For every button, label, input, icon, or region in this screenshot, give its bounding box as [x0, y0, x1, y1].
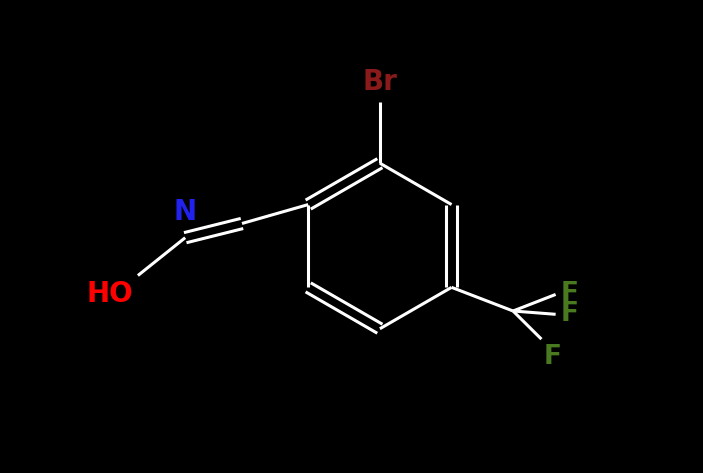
Text: Br: Br — [363, 68, 397, 96]
Text: HO: HO — [86, 280, 133, 308]
Text: F: F — [544, 344, 562, 370]
Text: N: N — [174, 198, 197, 226]
Text: F: F — [560, 281, 579, 307]
Text: F: F — [560, 301, 579, 327]
